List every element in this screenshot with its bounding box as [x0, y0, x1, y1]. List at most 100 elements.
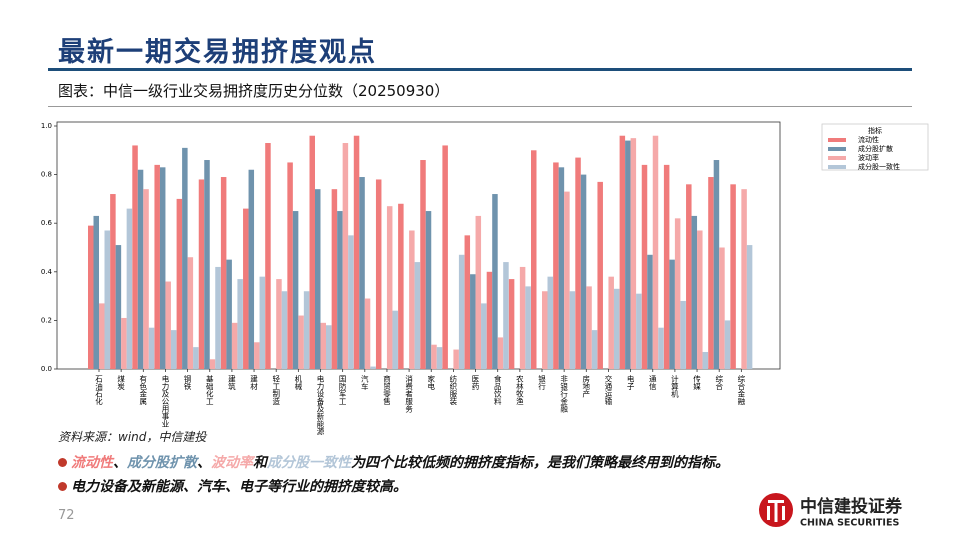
legend-label: 流动性: [858, 135, 879, 144]
bar: [392, 310, 398, 369]
bar: [730, 184, 736, 369]
bar: [187, 257, 194, 369]
x-tick-label: 建材: [249, 374, 258, 391]
x-tick-label: 传媒: [692, 374, 701, 392]
x-tick-label: 建筑: [227, 374, 236, 392]
bar: [420, 160, 426, 369]
bar: [608, 276, 614, 369]
x-tick-label: 基础化工: [205, 374, 214, 406]
bar: [248, 169, 255, 369]
bar: [170, 330, 177, 369]
bar: [143, 189, 149, 369]
legend-label: 波动率: [858, 153, 879, 162]
bar: [88, 225, 94, 369]
bar: [641, 164, 648, 369]
y-tick-label: 0.4: [41, 268, 53, 276]
bar: [320, 322, 326, 369]
bar: [652, 135, 659, 369]
bar: [315, 189, 321, 369]
bullet-dot: [58, 482, 67, 491]
legend-label: 成分股扩散: [858, 144, 893, 153]
bar: [99, 303, 105, 369]
bullet-dot: [58, 458, 67, 467]
bar: [503, 262, 509, 369]
x-tick-label: 农林牧渔: [515, 374, 524, 406]
bar: [209, 359, 216, 369]
legend-swatch: [828, 165, 846, 169]
bar: [431, 344, 437, 369]
bar: [198, 179, 205, 369]
bar: [126, 208, 133, 369]
bullet-segment: 、: [197, 455, 211, 471]
bar: [93, 215, 99, 369]
bar: [326, 325, 332, 369]
bar: [231, 322, 238, 369]
bar: [558, 167, 565, 369]
bar: [575, 157, 581, 369]
bar: [669, 259, 675, 369]
bar: [708, 177, 714, 369]
logo: 中信建投证券 CHINA SECURITIES: [756, 490, 916, 534]
bar: [226, 259, 232, 369]
bullet: 流动性、成分股扩散、波动率和成分股一致性为四个比较低频的拥挤度指标，是我们策略最…: [58, 452, 729, 472]
bar: [547, 276, 553, 369]
caption-rule: [48, 106, 912, 107]
bar: [686, 184, 692, 369]
title-rule: [48, 68, 912, 71]
bar: [215, 266, 221, 369]
bar: [674, 218, 681, 369]
x-tick-label: 煤炭: [116, 374, 125, 392]
bullet-segment: 电力设备及新能源、汽车、电子等行业的拥挤度较高。: [71, 479, 407, 495]
bar: [531, 150, 537, 369]
x-tick-label: 电力及公用事业: [161, 374, 170, 428]
bar: [425, 211, 432, 369]
bar: [115, 245, 122, 369]
x-tick-label: 医药: [471, 375, 480, 392]
bar: [237, 279, 243, 369]
bar: [193, 347, 199, 369]
x-tick-label: 食品饮料: [493, 374, 502, 407]
bullet-segment: 为四个比较低频的拥挤度指标，是我们策略最终用到的指标。: [351, 455, 729, 471]
bar: [348, 235, 354, 369]
x-tick-label: 纺织服装: [449, 374, 458, 407]
bar: [259, 276, 266, 369]
x-tick-label: 非银行金融: [559, 374, 568, 414]
bar: [553, 162, 559, 369]
bar: [220, 177, 227, 369]
bar: [713, 160, 720, 369]
x-tick-label: 计算机: [670, 374, 679, 399]
bar: [159, 167, 166, 369]
bar: [680, 300, 686, 369]
bar: [331, 189, 338, 369]
legend-label: 成分股一致性: [858, 162, 900, 171]
bar: [154, 164, 160, 369]
bullet-text: 流动性、成分股扩散、波动率和成分股一致性为四个比较低频的拥挤度指标，是我们策略最…: [71, 455, 729, 471]
bar: [176, 198, 183, 369]
x-tick-label: 电子: [626, 374, 635, 391]
bar: [287, 162, 293, 369]
bar: [519, 266, 526, 369]
bar: [458, 254, 465, 369]
y-tick-label: 0.0: [41, 365, 52, 373]
x-tick-label: 电力设备及新能源: [316, 374, 325, 437]
bar: [254, 342, 260, 369]
bar: [398, 203, 404, 369]
logo-icon-part: [774, 500, 778, 522]
logo-icon-part: [767, 506, 770, 520]
logo-graphic: 中信建投证券 CHINA SECURITIES: [759, 493, 903, 529]
bullet-segment: 波动率: [211, 455, 253, 471]
bar: [625, 140, 631, 369]
bar: [470, 274, 476, 369]
bar: [342, 143, 349, 369]
x-tick-label: 通信: [648, 374, 657, 392]
x-tick-label: 房地产: [582, 374, 591, 399]
bar: [409, 230, 415, 369]
bar: [204, 160, 210, 369]
x-tick-label: 国防军工: [338, 375, 347, 406]
bar: [741, 189, 747, 369]
x-tick-label: 消费者服务: [404, 374, 413, 414]
bullet-segment: 、: [113, 455, 127, 471]
bar: [613, 288, 620, 369]
